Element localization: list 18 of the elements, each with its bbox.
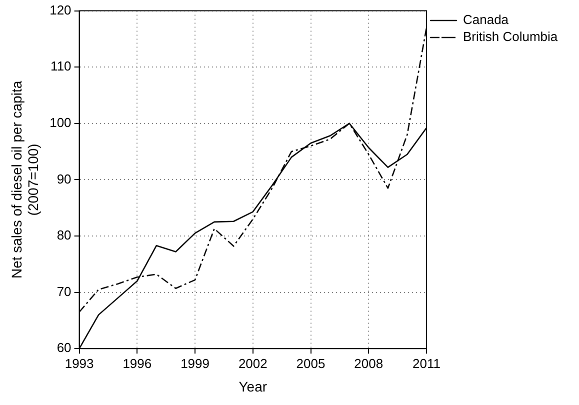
y-tick-label: 80 bbox=[56, 228, 72, 243]
legend-label: Canada bbox=[463, 12, 510, 28]
x-tick-label: 2005 bbox=[296, 356, 326, 371]
x-tick-label: 2002 bbox=[238, 356, 268, 371]
x-tick-label: 1993 bbox=[64, 356, 94, 371]
y-tick-label: 60 bbox=[56, 340, 72, 356]
y-tick-label: 100 bbox=[50, 114, 72, 130]
x-tick-label: 2011 bbox=[412, 356, 440, 371]
y-tick-label: 90 bbox=[56, 171, 72, 186]
y-tick-label: 110 bbox=[50, 58, 72, 74]
x-tick-label: 2008 bbox=[354, 356, 384, 371]
legend-label: British Columbia bbox=[463, 29, 558, 44]
y-axis-title: Net sales of diesel oil per capita (2007=100) bbox=[8, 80, 42, 279]
x-tick-label: 1996 bbox=[122, 356, 152, 371]
x-axis-title: Year bbox=[238, 378, 268, 394]
y-tick-label: 120 bbox=[50, 2, 72, 18]
x-tick-label: 1999 bbox=[180, 356, 210, 371]
y-tick-label: 70 bbox=[56, 284, 72, 299]
